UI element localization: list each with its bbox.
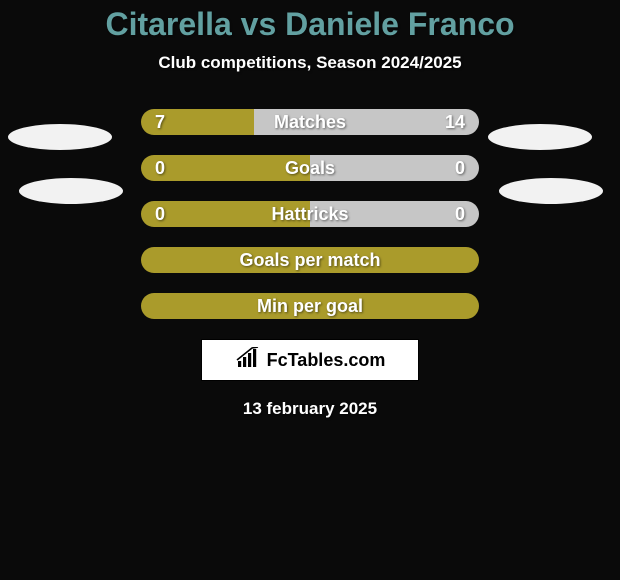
stat-row: Matches7 14 bbox=[141, 109, 479, 135]
stat-label: Min per goal bbox=[141, 293, 479, 319]
stat-value-left: 0 bbox=[155, 201, 165, 227]
stat-row: Goals0 0 bbox=[141, 155, 479, 181]
logo-box: FcTables.com bbox=[201, 339, 419, 381]
stat-row: Goals per match bbox=[141, 247, 479, 273]
decorative-ellipse bbox=[499, 178, 603, 204]
stat-value-left: 7 bbox=[155, 109, 165, 135]
stat-label: Hattricks bbox=[141, 201, 479, 227]
subtitle: Club competitions, Season 2024/2025 bbox=[0, 53, 620, 73]
chart-icon bbox=[235, 347, 261, 374]
decorative-ellipse bbox=[19, 178, 123, 204]
date-text: 13 february 2025 bbox=[0, 399, 620, 419]
stat-value-left: 0 bbox=[155, 155, 165, 181]
decorative-ellipse bbox=[488, 124, 592, 150]
stat-value-right: 0 bbox=[455, 201, 465, 227]
comparison-infographic: Citarella vs Daniele Franco Club competi… bbox=[0, 0, 620, 580]
stat-label: Matches bbox=[141, 109, 479, 135]
page-title: Citarella vs Daniele Franco bbox=[0, 0, 620, 43]
stat-value-right: 14 bbox=[445, 109, 465, 135]
stat-label: Goals per match bbox=[141, 247, 479, 273]
stat-row: Min per goal bbox=[141, 293, 479, 319]
stat-row: Hattricks0 0 bbox=[141, 201, 479, 227]
stat-label: Goals bbox=[141, 155, 479, 181]
decorative-ellipse bbox=[8, 124, 112, 150]
stat-value-right: 0 bbox=[455, 155, 465, 181]
logo-text: FcTables.com bbox=[267, 350, 386, 371]
